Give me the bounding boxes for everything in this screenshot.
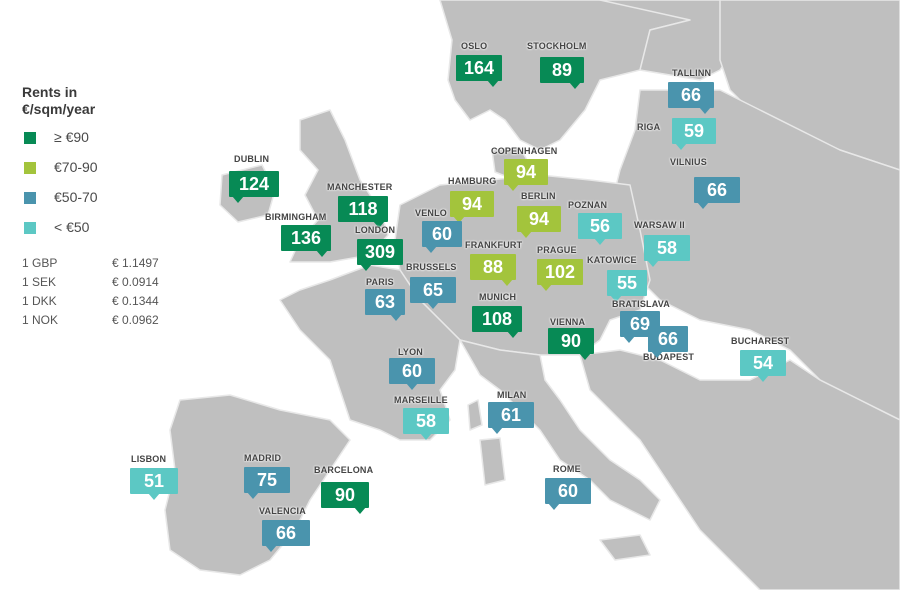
city-label-madrid: MADRID xyxy=(244,453,282,463)
city-label-manchester: MANCHESTER xyxy=(327,182,393,192)
city-label-riga: RIGA xyxy=(637,122,661,132)
exchange-rate-row: 1 DKK € 0.1344 xyxy=(22,294,212,313)
city-label-lisbon: LISBON xyxy=(131,454,167,464)
city-label-birmingham: BIRMINGHAM xyxy=(265,212,327,222)
rent-badge-stockholm: 89 xyxy=(540,57,584,89)
city-label-vilnius: VILNIUS xyxy=(670,157,707,167)
city-label-prague: PRAGUE xyxy=(537,245,577,255)
city-label-london: LONDON xyxy=(355,225,396,235)
city-label-katowice: KATOWICE xyxy=(587,255,637,265)
city-label-barcelona: BARCELONA xyxy=(314,465,374,475)
rent-badge-katowice: 55 xyxy=(607,270,647,302)
currency: 1 DKK xyxy=(22,294,57,308)
city-label-hamburg: HAMBURG xyxy=(448,176,497,186)
rent-badge-berlin: 94 xyxy=(517,206,561,238)
legend-item-mid: €50-70 xyxy=(22,184,212,214)
rent-badge-riga: 59 xyxy=(672,118,716,150)
rent-badge-paris: 63 xyxy=(365,289,405,321)
exchange-rates: 1 GBP € 1.1497 1 SEK € 0.0914 1 DKK € 0.… xyxy=(22,256,212,332)
city-label-tallinn: TALLINN xyxy=(672,68,712,78)
rent-badge-bucharest: 54 xyxy=(740,350,786,382)
rate: € 0.0914 xyxy=(112,275,159,289)
legend-title-line1: Rents in xyxy=(22,84,78,100)
currency: 1 GBP xyxy=(22,256,58,270)
rent-badge-milan: 61 xyxy=(488,402,534,434)
city-label-frankfurt: FRANKFURT xyxy=(465,240,523,250)
rent-badge-lyon: 60 xyxy=(389,358,435,390)
city-label-paris: PARIS xyxy=(366,277,394,287)
rent-badge-oslo: 164 xyxy=(456,55,502,87)
rent-badge-bratislava: 69 xyxy=(620,311,660,343)
rent-badge-valencia: 66 xyxy=(262,520,310,552)
city-label-milan: MILAN xyxy=(497,390,527,400)
legend-swatch xyxy=(24,162,36,174)
rate: € 1.1497 xyxy=(112,256,159,270)
rent-badge-marseille: 58 xyxy=(403,408,449,440)
legend-label: €70-90 xyxy=(54,159,98,175)
city-label-munich: MUNICH xyxy=(479,292,517,302)
rate: € 0.1344 xyxy=(112,294,159,308)
legend-item-high: ≥ €90 xyxy=(22,124,212,154)
city-label-valencia: VALENCIA xyxy=(259,506,306,516)
city-label-berlin: BERLIN xyxy=(521,191,556,201)
rent-badge-manchester: 118 xyxy=(338,196,388,228)
legend-swatch xyxy=(24,192,36,204)
legend-label: ≥ €90 xyxy=(54,129,89,145)
rent-badge-london: 309 xyxy=(357,239,403,271)
rent-badge-frankfurt: 88 xyxy=(470,254,516,286)
legend-swatch xyxy=(24,222,36,234)
exchange-rate-row: 1 SEK € 0.0914 xyxy=(22,275,212,294)
rent-badge-prague: 102 xyxy=(537,259,583,291)
rent-badge-barcelona: 90 xyxy=(321,482,369,514)
city-label-vienna: VIENNA xyxy=(550,317,586,327)
legend-label: €50-70 xyxy=(54,189,98,205)
rent-badge-tallinn: 66 xyxy=(668,82,714,114)
rent-badge-madrid: 75 xyxy=(244,467,290,499)
map-legend: Rents in €/sqm/year ≥ €90 €70-90 €50-70 … xyxy=(22,84,212,332)
currency: 1 SEK xyxy=(22,275,57,289)
exchange-rate-row: 1 GBP € 1.1497 xyxy=(22,256,212,275)
city-label-bucharest: BUCHAREST xyxy=(731,336,790,346)
rent-badge-warsaw-ii: 58 xyxy=(644,235,690,267)
city-label-bratislava: BRATISLAVA xyxy=(612,299,670,309)
city-label-rome: ROME xyxy=(553,464,581,474)
city-label-stockholm: STOCKHOLM xyxy=(527,41,587,51)
rent-badge-dublin: 124 xyxy=(229,171,279,203)
legend-swatch xyxy=(24,132,36,144)
city-label-lyon: LYON xyxy=(398,347,423,357)
city-label-venlo: VENLO xyxy=(415,208,448,218)
rent-badge-lisbon: 51 xyxy=(130,468,178,500)
legend-item-mid-high: €70-90 xyxy=(22,154,212,184)
exchange-rate-row: 1 NOK € 0.0962 xyxy=(22,313,212,332)
legend-label: < €50 xyxy=(54,219,90,235)
city-label-oslo: OSLO xyxy=(461,41,488,51)
city-label-warsaw-ii: WARSAW II xyxy=(634,220,685,230)
rent-badge-hamburg: 94 xyxy=(450,191,494,223)
rent-badge-birmingham: 136 xyxy=(281,225,331,257)
city-label-poznan: POZNAN xyxy=(568,200,608,210)
rent-badge-brussels: 65 xyxy=(410,277,456,309)
rent-badge-venlo: 60 xyxy=(422,221,462,253)
city-label-marseille: MARSEILLE xyxy=(394,395,448,405)
currency: 1 NOK xyxy=(22,313,59,327)
legend-item-low: < €50 xyxy=(22,214,212,244)
rent-badge-vilnius: 66 xyxy=(694,177,740,209)
rent-badge-rome: 60 xyxy=(545,478,591,510)
rent-badge-vienna: 90 xyxy=(548,328,594,360)
legend-title-line2: €/sqm/year xyxy=(22,101,96,117)
rent-badge-copenhagen: 94 xyxy=(504,159,548,191)
rate: € 0.0962 xyxy=(112,313,159,327)
city-label-budapest: BUDAPEST xyxy=(643,352,695,362)
city-label-dublin: DUBLIN xyxy=(234,154,270,164)
rent-badge-budapest: 66 xyxy=(648,326,688,358)
city-label-brussels: BRUSSELS xyxy=(406,262,457,272)
rent-badge-poznan: 56 xyxy=(578,213,622,245)
rent-badge-munich: 108 xyxy=(472,306,522,338)
city-label-copenhagen: COPENHAGEN xyxy=(491,146,558,156)
